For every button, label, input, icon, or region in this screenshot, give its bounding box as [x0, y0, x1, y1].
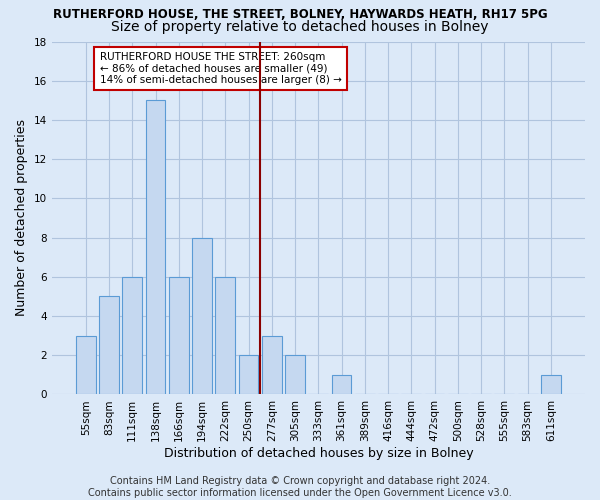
Bar — [541, 375, 561, 394]
Bar — [146, 100, 166, 395]
X-axis label: Distribution of detached houses by size in Bolney: Distribution of detached houses by size … — [164, 447, 473, 460]
Bar — [192, 238, 212, 394]
Bar — [215, 277, 235, 394]
Text: RUTHERFORD HOUSE, THE STREET, BOLNEY, HAYWARDS HEATH, RH17 5PG: RUTHERFORD HOUSE, THE STREET, BOLNEY, HA… — [53, 8, 547, 20]
Bar — [332, 375, 352, 394]
Bar — [99, 296, 119, 394]
Bar — [285, 355, 305, 395]
Bar — [122, 277, 142, 394]
Y-axis label: Number of detached properties: Number of detached properties — [15, 120, 28, 316]
Bar — [262, 336, 282, 394]
Text: RUTHERFORD HOUSE THE STREET: 260sqm
← 86% of detached houses are smaller (49)
14: RUTHERFORD HOUSE THE STREET: 260sqm ← 86… — [100, 52, 341, 86]
Bar — [169, 277, 188, 394]
Text: Contains HM Land Registry data © Crown copyright and database right 2024.
Contai: Contains HM Land Registry data © Crown c… — [88, 476, 512, 498]
Text: Size of property relative to detached houses in Bolney: Size of property relative to detached ho… — [111, 20, 489, 34]
Bar — [76, 336, 95, 394]
Bar — [239, 355, 259, 395]
